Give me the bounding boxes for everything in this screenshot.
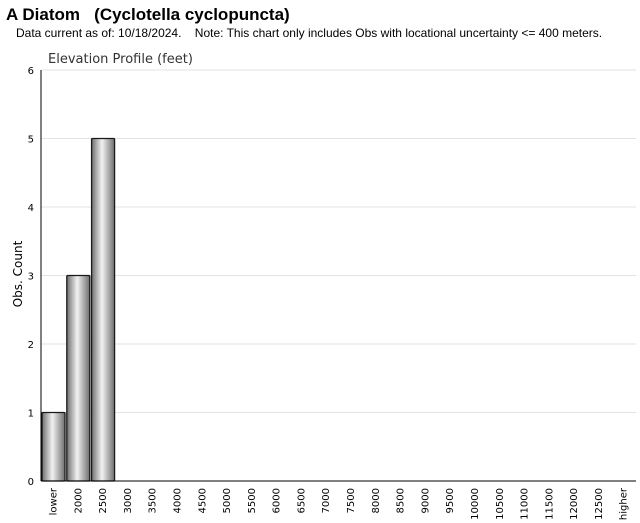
data-note: Data current as of: 10/18/2024. Note: Th… xyxy=(16,26,603,40)
x-tick-label: 10500 xyxy=(495,488,506,520)
x-tick-label: 3500 xyxy=(148,488,159,513)
x-tick-label: 12000 xyxy=(569,488,580,520)
x-tick-label: 9000 xyxy=(420,488,431,513)
y-tick-label: 0 xyxy=(28,477,34,488)
y-tick-label: 5 xyxy=(28,135,34,146)
y-tick-label: 2 xyxy=(28,340,34,351)
x-tick-label: 9500 xyxy=(445,488,456,513)
y-tick-labels: 0 1 2 3 4 5 6 xyxy=(28,66,34,488)
x-tick-label: 7500 xyxy=(346,488,357,513)
x-tick-label: 6000 xyxy=(272,488,283,513)
x-tick-label: 10000 xyxy=(470,488,481,520)
x-tick-label: 11500 xyxy=(544,488,555,520)
bar-lower xyxy=(41,411,66,482)
x-tick-label: 3000 xyxy=(123,488,134,513)
x-tick-label: 8000 xyxy=(371,488,382,513)
bar-2000 xyxy=(66,274,91,482)
chart-title: Elevation Profile (feet) xyxy=(48,52,193,67)
x-tick-label: 11000 xyxy=(520,488,531,520)
axes xyxy=(40,70,636,482)
gridlines xyxy=(41,69,636,413)
x-tick-label: 5000 xyxy=(222,488,233,513)
x-tick-label: 12500 xyxy=(594,488,605,520)
y-tick-label: 3 xyxy=(28,272,34,283)
x-tick-label: 4000 xyxy=(172,488,183,513)
x-tick-label: lower xyxy=(49,487,60,515)
x-tick-label: 2500 xyxy=(98,488,109,513)
x-tick-label: 8500 xyxy=(396,488,407,513)
x-tick-label: 6500 xyxy=(296,488,307,513)
y-tick-label: 4 xyxy=(28,203,34,214)
page-title: A Diatom (Cyclotella cyclopuncta) xyxy=(6,5,290,24)
x-tick-label: 4500 xyxy=(197,488,208,513)
x-tick-label: 5500 xyxy=(247,488,258,513)
x-tick-labels: lower 2000 2500 3000 3500 4000 4500 5000 5500 600… xyxy=(49,487,630,520)
x-tick-label: higher xyxy=(619,487,630,520)
y-tick-label: 1 xyxy=(28,409,34,420)
y-axis-label: Obs. Count xyxy=(11,240,25,307)
x-tick-label: 7000 xyxy=(321,488,332,513)
bar-2500 xyxy=(90,137,116,482)
bars xyxy=(41,137,116,482)
x-tick-label: 2000 xyxy=(73,488,84,513)
y-tick-label: 6 xyxy=(28,66,34,77)
